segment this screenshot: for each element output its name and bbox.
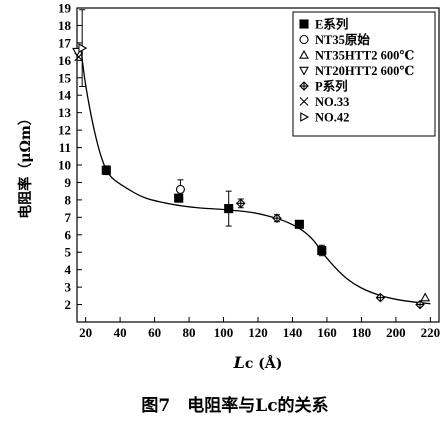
legend-marker [299,66,309,76]
series-7 [78,9,88,87]
x-tick-label: 80 [183,325,196,340]
y-tick-label: 14 [58,88,72,103]
legend-label: NT35原始 [315,32,370,47]
y-tick-label: 12 [58,123,71,138]
y-tick-label: 6 [65,227,72,242]
data-point [317,245,327,256]
legend-marker [299,19,309,29]
series-3 [420,292,431,302]
x-tick-label: 20 [79,325,92,340]
x-tick-label: 140 [283,325,303,340]
y-tick-label: 3 [65,280,72,295]
legend-marker-stroke [299,97,309,106]
y-axis-label: 电阻率（μΩm） [17,111,34,219]
x-tick-label: 40 [114,325,127,340]
legend-label: P系列 [315,79,348,94]
y-tick-label: 10 [58,158,71,173]
y-tick-label: 7 [65,210,72,225]
y-tick-label: 16 [58,53,72,68]
y-tick-label: 9 [65,175,72,190]
data-point [101,165,111,175]
y-tick-label: 17 [58,35,72,50]
y-tick-label: 5 [65,245,72,260]
legend-label: NT35HTT2 600℃ [315,49,414,63]
legend-label: NO.42 [315,111,349,125]
y-tick-label: 15 [58,70,72,85]
data-point [224,204,234,214]
x-tick-label: 160 [317,325,337,340]
series-6 [74,52,84,62]
x-tick-label: 200 [386,325,406,340]
legend-marker [299,49,309,59]
axis-ticks [77,7,431,322]
data-point [175,184,185,194]
y-tick-label: 18 [58,18,72,33]
y-tick-label: 11 [59,140,71,155]
x-axis-label: Lc (Å) [233,353,283,372]
legend-label: NO.33 [315,95,349,109]
y-tick-label: 19 [58,1,72,16]
legend-box [292,11,436,137]
x-tick-label: 220 [421,325,441,340]
x-tick-label: 120 [248,325,268,340]
x-tick-label: 100 [214,325,234,340]
y-tick-label: 4 [65,262,72,277]
legend-label: E系列 [315,17,348,32]
legend-marker [299,34,309,45]
data-point [294,219,304,229]
series-5 [235,198,425,310]
data-point [420,292,431,302]
y-tick-label: 2 [65,297,72,312]
y-tick-label: 13 [58,105,72,120]
x-tick-label: 60 [148,325,161,340]
series-1 [101,165,327,257]
series-2 [175,179,185,200]
x-tick-label: 180 [352,325,372,340]
legend-label: NT20HTT2 600℃ [315,64,414,78]
data-point [78,43,88,54]
figure-caption: 图7 电阻率与Lc的关系 [141,395,328,416]
y-tick-label: 8 [65,192,72,207]
data-point-stroke [74,52,84,62]
data-marks [72,9,431,310]
data-point [174,193,184,203]
legend-marker [300,112,310,122]
tick-labels: 20 40 60 80 100 120 140 160 180 200 220 2 3 4 5 6 7 8 9 10 1… [58,1,440,341]
